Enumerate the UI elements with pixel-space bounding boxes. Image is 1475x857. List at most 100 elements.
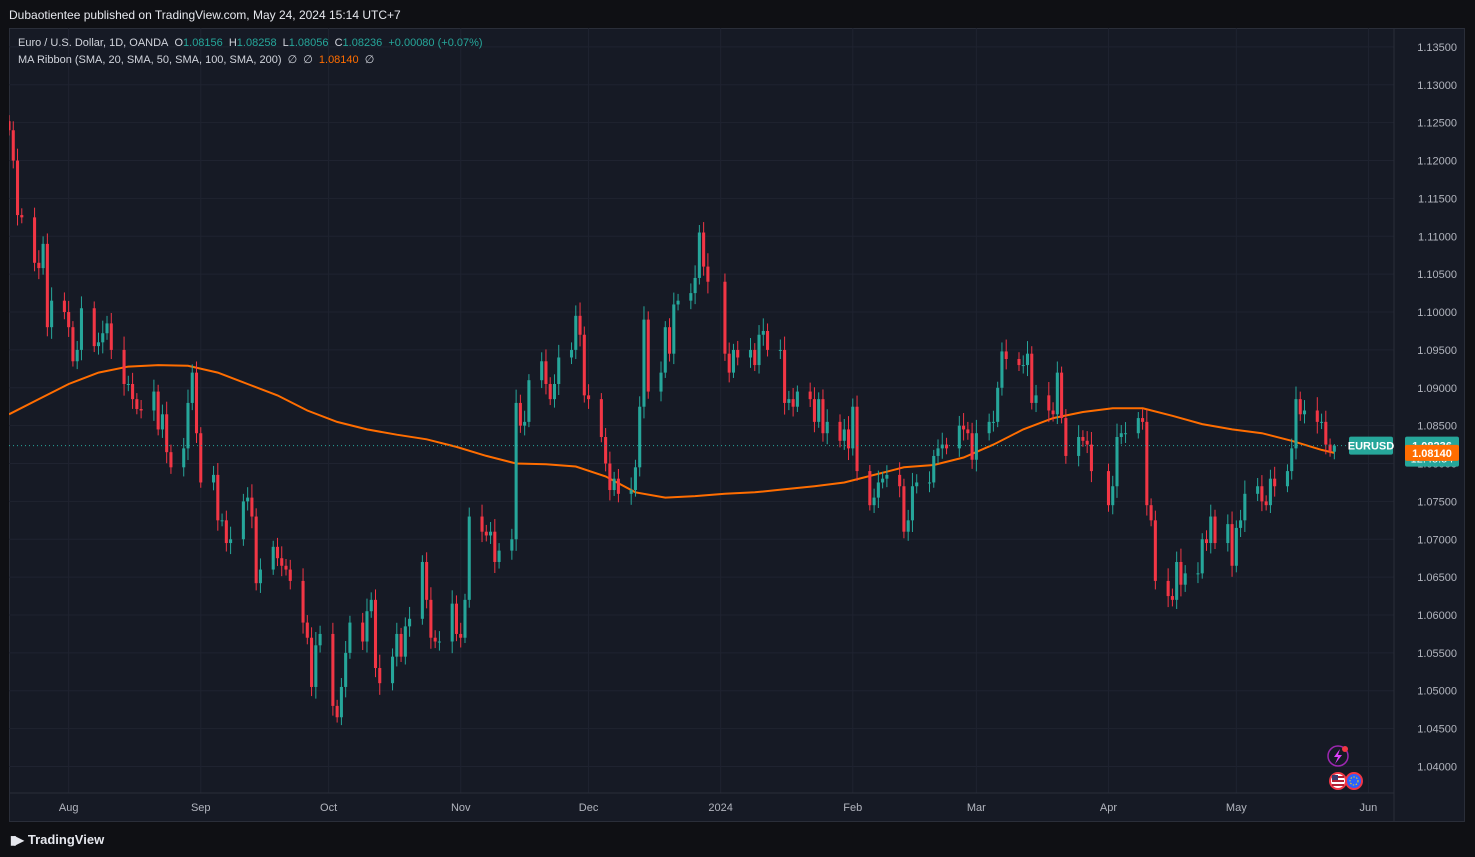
candle-body: [480, 516, 484, 532]
tradingview-logo[interactable]: ▮▶ TradingView: [10, 832, 104, 847]
symbol-legend-row[interactable]: Euro / U.S. Dollar, 1D, OANDA O1.08156 H…: [18, 35, 486, 52]
candle-body: [1268, 478, 1272, 506]
candle-body: [906, 520, 910, 532]
eu-flag-icon[interactable]: [1345, 772, 1363, 790]
candle-body: [569, 349, 574, 358]
candle-body: [766, 330, 770, 350]
moving-average-layer: [9, 364, 1335, 499]
candle-body: [991, 421, 995, 423]
candle-body: [915, 482, 919, 487]
price-tick-label: 1.07000: [1417, 534, 1457, 546]
candle-body: [523, 421, 527, 426]
candle-body: [1179, 561, 1183, 585]
candle-body: [339, 686, 343, 718]
candle-body: [1145, 421, 1149, 506]
candle-body: [723, 281, 727, 354]
candle-body: [62, 300, 66, 313]
candle-body: [527, 380, 531, 422]
candle-body: [11, 130, 15, 161]
indicator-legend-row[interactable]: MA Ribbon (SMA, 20, SMA, 50, SMA, 100, S…: [18, 52, 486, 69]
candle-body: [493, 531, 497, 562]
candle-body: [365, 611, 369, 642]
date-tick-label: Nov: [451, 802, 471, 814]
candle-body: [450, 603, 454, 642]
candle-body: [369, 599, 373, 612]
candle-body: [1200, 539, 1204, 574]
candle-body: [9, 121, 11, 131]
candle-body: [1230, 524, 1234, 566]
footer-bar: [0, 822, 1475, 857]
candle-body: [348, 622, 352, 653]
candle-body: [1055, 372, 1059, 415]
candle-body: [1302, 410, 1307, 415]
candle-body: [1209, 516, 1213, 544]
candle-body: [514, 402, 518, 540]
candle-body: [957, 425, 961, 449]
candle-body: [1234, 527, 1238, 566]
candle-body: [902, 486, 906, 532]
close-value: 1.08236: [342, 37, 383, 49]
price-chart[interactable]: 1.13500 1.13000 1.12500 1.12000 1.11500 1.110…: [9, 28, 1465, 822]
price-tick-label: 1.06500: [1417, 572, 1457, 584]
candle-body: [1315, 410, 1319, 422]
moving-average-line: [9, 364, 1335, 499]
high-value: 1.08258: [236, 37, 277, 49]
candle-body: [288, 569, 292, 581]
candle-body: [898, 474, 902, 487]
candle-body: [697, 232, 701, 278]
candle-body: [812, 399, 816, 422]
chart-legend: Euro / U.S. Dollar, 1D, OANDA O1.08156 H…: [18, 35, 486, 69]
publisher-line: Dubaotientee published on TradingView.co…: [9, 8, 401, 22]
indicator-title: MA Ribbon (SMA, 20, SMA, 50, SMA, 100, S…: [18, 54, 282, 66]
price-tick-label: 1.12000: [1417, 156, 1457, 168]
candle-body: [970, 433, 974, 460]
candle-body: [1328, 444, 1332, 452]
candle-body: [668, 327, 672, 354]
candle-body: [587, 395, 591, 400]
candle-body: [574, 315, 578, 350]
candle-body: [126, 383, 130, 385]
candle-body: [378, 668, 382, 684]
lightning-icon[interactable]: [1327, 745, 1349, 767]
candle-body: [246, 497, 250, 502]
candle-body: [578, 315, 582, 335]
candle-body: [250, 497, 254, 517]
ma-value-1: ∅: [287, 54, 298, 66]
candle-body: [425, 561, 429, 600]
candle-body: [1064, 418, 1068, 456]
ma-value-3: 1.08140: [318, 54, 359, 66]
candle-body: [50, 300, 54, 328]
candle-body: [868, 471, 872, 506]
candle-body: [544, 361, 548, 384]
candle-body: [974, 433, 978, 460]
candle-body: [932, 455, 936, 483]
candle-body: [855, 406, 859, 472]
candle-body: [1111, 486, 1115, 506]
close-label: C: [334, 37, 343, 49]
candle-body: [199, 433, 203, 483]
candle-body: [817, 399, 821, 422]
candle-body: [987, 421, 991, 434]
price-tick-label: 1.06000: [1417, 610, 1457, 622]
price-tick-label: 1.13000: [1417, 80, 1457, 92]
candle-body: [629, 490, 633, 494]
candle-body: [940, 444, 944, 449]
candle-body: [331, 633, 335, 706]
candle-body: [838, 421, 842, 441]
candle-body: [182, 448, 186, 468]
us-flag-icon[interactable]: [1329, 772, 1347, 790]
candle-body: [20, 215, 24, 218]
candle-body: [540, 361, 544, 381]
candle-body: [736, 349, 740, 358]
chart-icons: [1327, 745, 1363, 790]
candle-body: [420, 561, 424, 619]
candle-body: [1166, 580, 1170, 597]
candle-body: [37, 262, 41, 269]
candle-body: [1320, 421, 1324, 423]
candle-body: [821, 399, 825, 434]
candle-body: [463, 599, 467, 638]
axes-layer: 1.13500 1.13000 1.12500 1.12000 1.11500 1.110…: [9, 28, 1457, 822]
candle-body: [1030, 353, 1034, 403]
candle-body: [391, 656, 395, 684]
candle-body: [194, 372, 199, 434]
